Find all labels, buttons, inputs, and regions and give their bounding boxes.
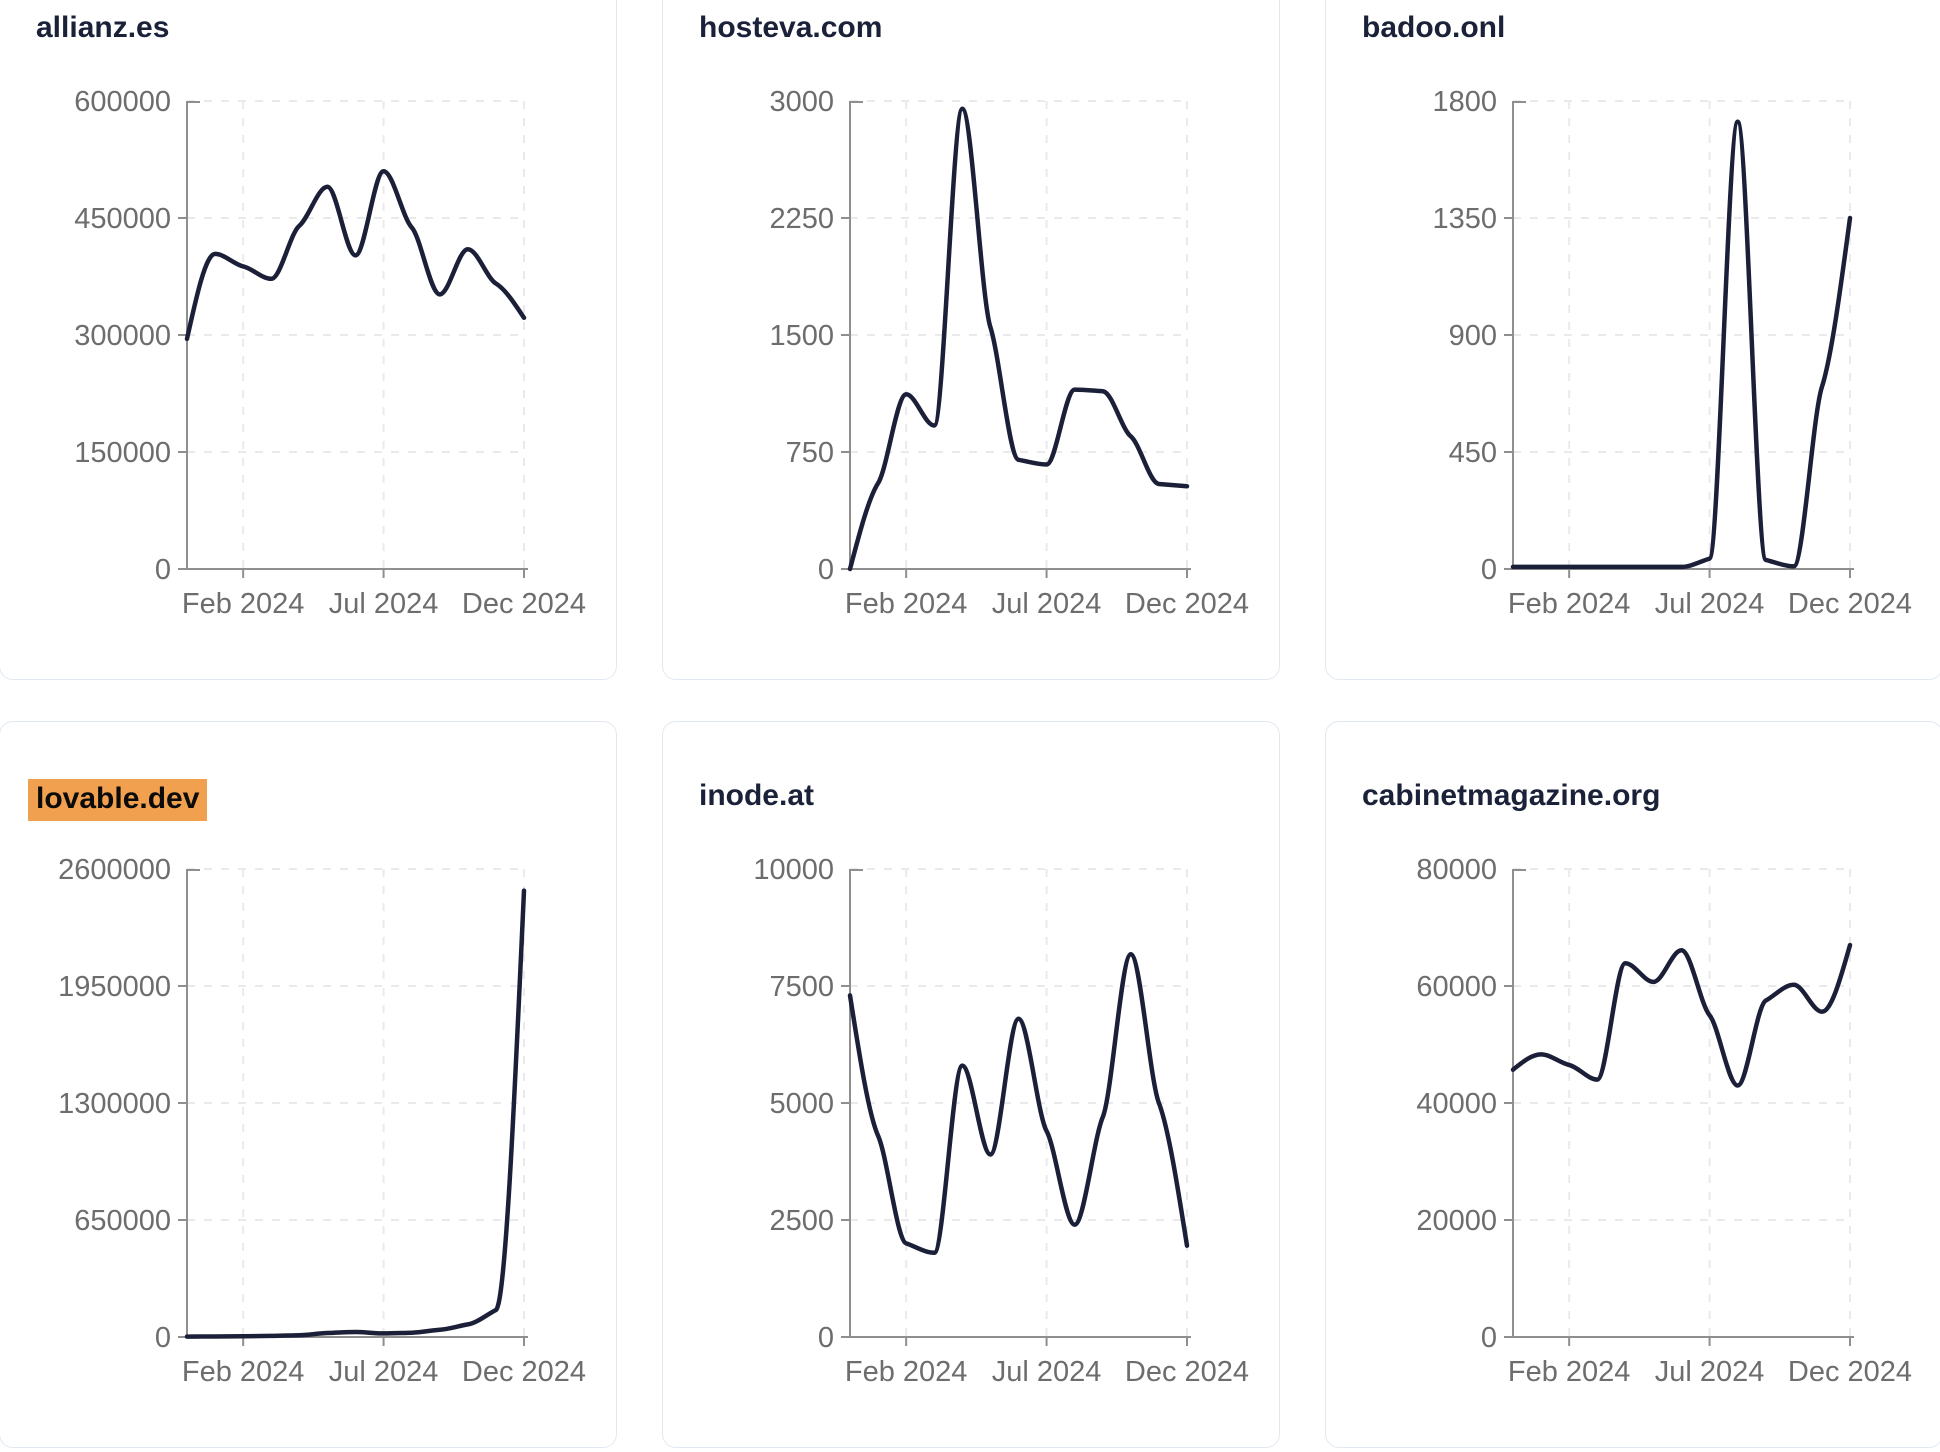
y-tick-label: 80000 [1416, 854, 1497, 886]
card-title: inode.at [699, 779, 815, 812]
card-title: allianz.es [36, 11, 170, 44]
x-tick-label: Dec 2024 [462, 588, 586, 620]
y-tick-label: 650000 [74, 1205, 171, 1237]
x-tick-label: Dec 2024 [1125, 1356, 1249, 1388]
x-tick-label: Feb 2024 [182, 1356, 305, 1388]
y-tick-label: 20000 [1416, 1205, 1497, 1237]
y-tick-label: 150000 [74, 437, 171, 469]
domain-card: cabinetmagazine.org 0 20000 40000 60000 8000… [1325, 721, 1940, 1448]
traffic-line [1510, 942, 1853, 1088]
y-tick-label: 450000 [74, 203, 171, 235]
y-tick-label: 0 [1481, 554, 1497, 586]
domain-card: lovable.dev 0 650000 1300000 1950000 2600000… [0, 721, 617, 1448]
card-title: badoo.onl [1362, 11, 1506, 44]
traffic-line [184, 888, 527, 1339]
y-tick-label: 300000 [74, 320, 171, 352]
y-tick-label: 0 [155, 554, 171, 586]
y-tick-label: 3000 [769, 86, 834, 118]
traffic-chart: 0 150000 300000 450000 600000 Feb 2024 Jul 202… [74, 86, 586, 620]
y-tick-label: 60000 [1416, 971, 1497, 1003]
traffic-line [1510, 119, 1853, 570]
traffic-line [184, 168, 527, 342]
y-tick-label: 2500 [769, 1205, 834, 1237]
y-tick-label: 40000 [1416, 1088, 1497, 1120]
traffic-chart: 0 450 900 1350 1800 Feb 2024 Jul 2024 Dec 2024 [1432, 86, 1912, 620]
x-tick-label: Jul 2024 [992, 588, 1102, 620]
y-tick-label: 1950000 [58, 971, 171, 1003]
x-tick-label: Jul 2024 [1655, 1356, 1765, 1388]
domain-card: allianz.es 0 150000 300000 450000 600000 Feb … [0, 0, 617, 680]
y-tick-label: 1800 [1432, 86, 1497, 118]
y-tick-label: 750 [786, 437, 834, 469]
y-tick-label: 1300000 [58, 1088, 171, 1120]
y-tick-label: 900 [1449, 320, 1497, 352]
y-tick-label: 1350 [1432, 203, 1497, 235]
x-tick-label: Jul 2024 [1655, 588, 1765, 620]
domain-card: hosteva.com 0 750 1500 2250 3000 Feb 2024 Jul … [662, 0, 1280, 680]
traffic-chart: 0 2500 5000 7500 10000 Feb 2024 Jul 2024 Dec 20… [753, 854, 1249, 1388]
card-title: cabinetmagazine.org [1362, 779, 1661, 812]
x-tick-label: Dec 2024 [1788, 588, 1912, 620]
y-tick-label: 5000 [769, 1088, 834, 1120]
y-tick-label: 0 [818, 1322, 834, 1354]
traffic-chart: 0 650000 1300000 1950000 2600000 Feb 2024 Jul … [58, 854, 586, 1388]
y-tick-label: 0 [155, 1322, 171, 1354]
x-tick-label: Feb 2024 [845, 588, 968, 620]
y-tick-label: 450 [1449, 437, 1497, 469]
x-tick-label: Dec 2024 [1788, 1356, 1912, 1388]
y-tick-label: 2600000 [58, 854, 171, 886]
domain-card: inode.at 0 2500 5000 7500 10000 Feb 2024 Jul 2… [662, 721, 1280, 1448]
x-tick-label: Feb 2024 [1508, 588, 1631, 620]
traffic-line [847, 951, 1190, 1256]
x-tick-label: Dec 2024 [462, 1356, 586, 1388]
y-tick-label: 7500 [769, 971, 834, 1003]
x-tick-label: Jul 2024 [329, 588, 439, 620]
x-tick-label: Jul 2024 [992, 1356, 1102, 1388]
domain-card: badoo.onl 0 450 900 1350 1800 Feb 2024 Jul 202… [1325, 0, 1940, 680]
y-tick-label: 2250 [769, 203, 834, 235]
x-tick-label: Feb 2024 [182, 588, 305, 620]
x-tick-label: Feb 2024 [845, 1356, 968, 1388]
x-tick-label: Feb 2024 [1508, 1356, 1631, 1388]
y-tick-label: 0 [818, 554, 834, 586]
y-tick-label: 0 [1481, 1322, 1497, 1354]
traffic-chart: 0 20000 40000 60000 80000 Feb 2024 Jul 2024 Dec… [1416, 854, 1912, 1388]
traffic-chart: 0 750 1500 2250 3000 Feb 2024 Jul 2024 Dec 2024 [769, 86, 1249, 620]
y-tick-label: 600000 [74, 86, 171, 118]
card-title: hosteva.com [699, 11, 883, 44]
y-tick-label: 1500 [769, 320, 834, 352]
x-tick-label: Jul 2024 [329, 1356, 439, 1388]
traffic-line [847, 106, 1190, 572]
y-tick-label: 10000 [753, 854, 834, 886]
x-tick-label: Dec 2024 [1125, 588, 1249, 620]
card-title: lovable.dev [28, 779, 208, 821]
